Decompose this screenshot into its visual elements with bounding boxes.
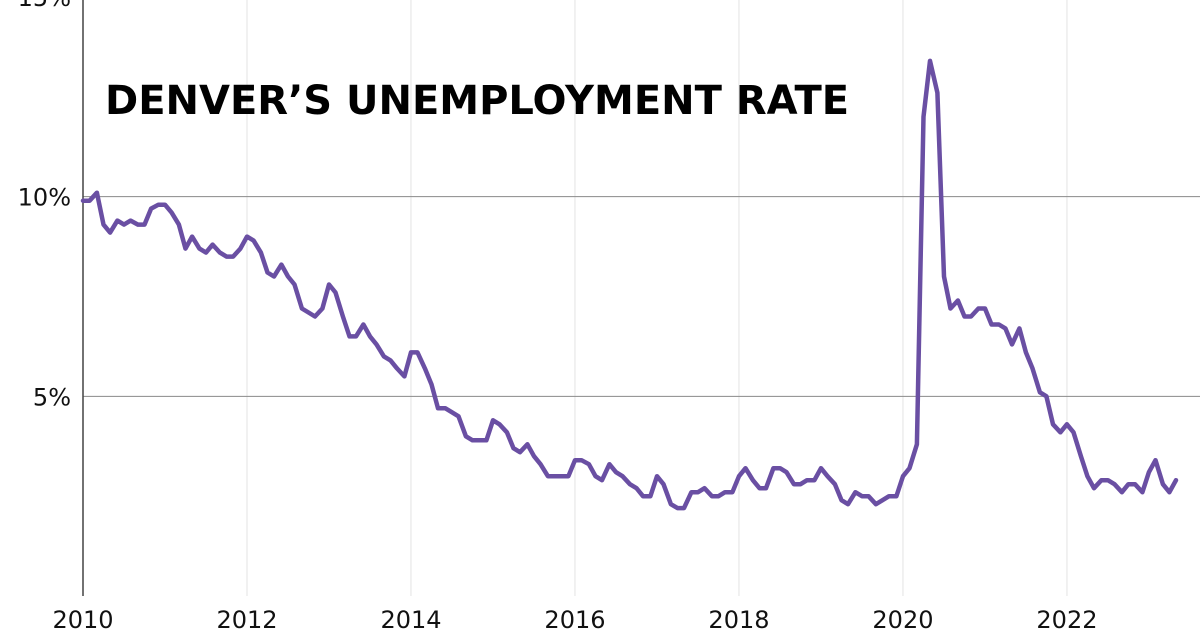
x-tick-labels: 2010 2012 2014 2016 2018 2020 2022 bbox=[52, 606, 1097, 630]
series-line bbox=[80, 58, 1179, 511]
x-tick-label: 2020 bbox=[872, 606, 933, 630]
x-tick-label: 2016 bbox=[544, 606, 605, 630]
x-tick-label: 2022 bbox=[1036, 606, 1097, 630]
x-tick-label: 2012 bbox=[216, 606, 277, 630]
y-tick-label: 10% bbox=[18, 184, 71, 212]
x-tick-label: 2010 bbox=[52, 606, 113, 630]
y-tick-label: 15% bbox=[18, 0, 71, 12]
x-tick-label: 2018 bbox=[708, 606, 769, 630]
y-tick-labels: 15% 10% 5% bbox=[18, 0, 71, 411]
y-tick-label: 5% bbox=[33, 383, 71, 411]
horizontal-gridlines bbox=[83, 196, 1200, 397]
chart-title: DENVER’S UNEMPLOYMENT RATE bbox=[105, 78, 849, 124]
vertical-gridlines bbox=[246, 0, 1068, 596]
x-tick-label: 2014 bbox=[380, 606, 441, 630]
